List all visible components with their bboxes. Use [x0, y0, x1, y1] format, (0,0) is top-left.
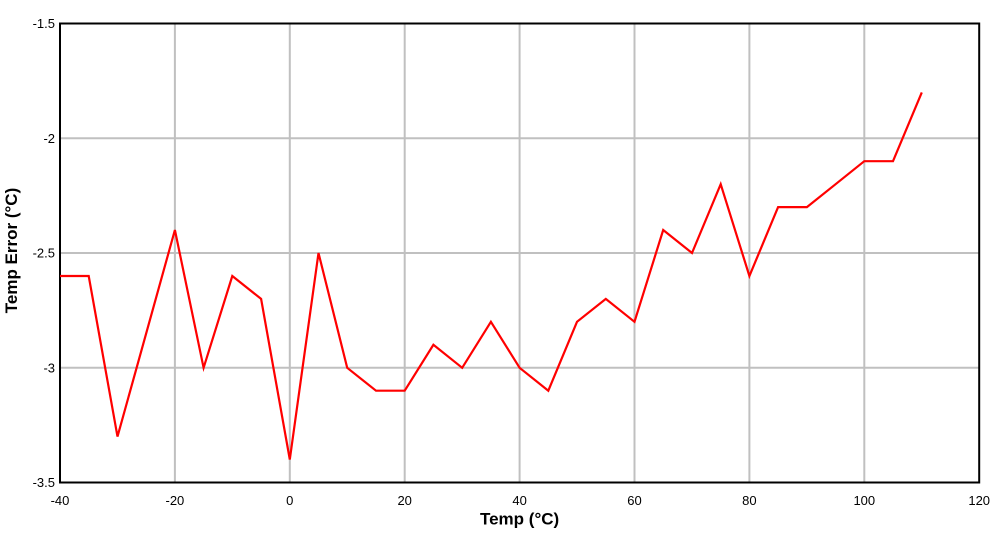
svg-text:80: 80 [742, 493, 756, 508]
svg-text:100: 100 [853, 493, 875, 508]
svg-text:40: 40 [512, 493, 526, 508]
svg-text:0: 0 [286, 493, 293, 508]
svg-text:Temp (°C): Temp (°C) [480, 510, 559, 529]
svg-text:Temp Error (°C): Temp Error (°C) [2, 188, 21, 314]
svg-text:20: 20 [397, 493, 411, 508]
svg-text:60: 60 [627, 493, 641, 508]
svg-text:-3.5: -3.5 [33, 475, 55, 490]
svg-text:-40: -40 [51, 493, 70, 508]
svg-text:-2: -2 [43, 131, 55, 146]
svg-text:-2.5: -2.5 [33, 246, 55, 261]
svg-text:120: 120 [968, 493, 990, 508]
svg-text:-20: -20 [166, 493, 185, 508]
svg-text:-3: -3 [43, 361, 55, 376]
svg-text:-1.5: -1.5 [33, 16, 55, 31]
